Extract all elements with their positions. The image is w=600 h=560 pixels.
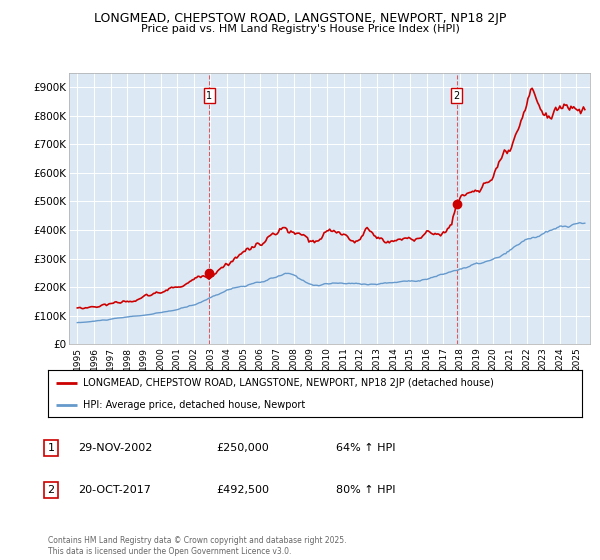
Text: LONGMEAD, CHEPSTOW ROAD, LANGSTONE, NEWPORT, NP18 2JP: LONGMEAD, CHEPSTOW ROAD, LANGSTONE, NEWP… <box>94 12 506 25</box>
Text: 1: 1 <box>47 443 55 453</box>
Text: £492,500: £492,500 <box>216 485 269 495</box>
Text: 2: 2 <box>47 485 55 495</box>
Text: 29-NOV-2002: 29-NOV-2002 <box>78 443 152 453</box>
Text: 80% ↑ HPI: 80% ↑ HPI <box>336 485 395 495</box>
Text: Contains HM Land Registry data © Crown copyright and database right 2025.
This d: Contains HM Land Registry data © Crown c… <box>48 536 347 556</box>
Text: Price paid vs. HM Land Registry's House Price Index (HPI): Price paid vs. HM Land Registry's House … <box>140 24 460 34</box>
Text: 20-OCT-2017: 20-OCT-2017 <box>78 485 151 495</box>
Text: HPI: Average price, detached house, Newport: HPI: Average price, detached house, Newp… <box>83 400 305 410</box>
Text: LONGMEAD, CHEPSTOW ROAD, LANGSTONE, NEWPORT, NP18 2JP (detached house): LONGMEAD, CHEPSTOW ROAD, LANGSTONE, NEWP… <box>83 378 494 388</box>
Text: 2: 2 <box>454 91 460 101</box>
Text: £250,000: £250,000 <box>216 443 269 453</box>
Text: 64% ↑ HPI: 64% ↑ HPI <box>336 443 395 453</box>
Text: 1: 1 <box>206 91 212 101</box>
